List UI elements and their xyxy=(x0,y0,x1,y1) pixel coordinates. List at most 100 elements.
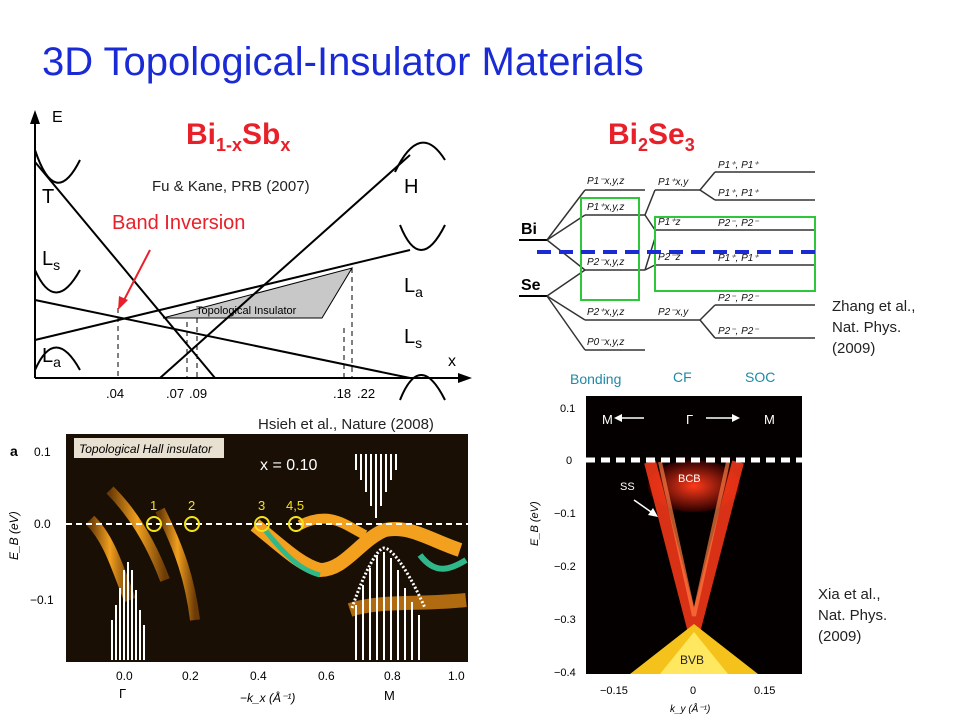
xtick-08: 0.8 xyxy=(384,669,401,683)
svg-text:P1⁺x,y,z: P1⁺x,y,z xyxy=(587,202,624,213)
ytick-b-0: 0 xyxy=(566,455,572,467)
xia-citation: Xia et al., Nat. Phys. (2009) xyxy=(818,586,888,645)
svg-text:P1⁺, P1⁺: P1⁺, P1⁺ xyxy=(718,160,759,171)
band-Ls xyxy=(34,299,411,379)
arpes-bisb-figure: a 1 2 3 4,5 Topological Hall insul xyxy=(7,434,468,705)
ytick-m01: −0.1 xyxy=(30,593,54,607)
gamma-point-label: Γ xyxy=(119,686,126,701)
hsieh-citation: Hsieh et al., Nature (2008) xyxy=(258,416,434,433)
svg-text:P2⁻z: P2⁻z xyxy=(658,252,681,263)
m-bottom-edc-stack xyxy=(355,552,420,660)
curve-right-top xyxy=(394,141,446,173)
arpes-bise-figure: M Γ M BCB SS BVB 0.1 0 −0.1 −0.2 −0.3 −0… xyxy=(529,396,802,715)
label-La: La xyxy=(42,345,61,370)
xtick-06: 0.6 xyxy=(318,669,335,683)
peak-2-marker xyxy=(184,516,200,532)
label-Ls-right: Ls xyxy=(404,326,422,351)
curve-left-la xyxy=(34,346,81,371)
peak-3-marker xyxy=(254,516,270,532)
peak-1-marker xyxy=(146,516,162,532)
peak-3-label: 3 xyxy=(258,498,265,513)
axis-x-label: x xyxy=(448,353,456,370)
xlabel-b: k_y (Å⁻¹) xyxy=(670,702,710,715)
bise-level-diagram: Bi Se P1⁻x,y,z P1⁺x,y,z P2⁻x,y,z P2⁺x,y,… xyxy=(519,160,820,387)
bisb-citation: Fu & Kane, PRB (2007) xyxy=(152,178,310,195)
band-main xyxy=(250,519,463,578)
bi-label: Bi xyxy=(521,221,537,238)
ytick-b-01: 0.1 xyxy=(560,403,575,415)
svg-text:P1⁺, P1⁺: P1⁺, P1⁺ xyxy=(718,188,759,199)
band-T xyxy=(34,161,216,379)
ytick-b-m04: −0.4 xyxy=(554,667,576,679)
bisb-band-diagram: E x Topological Insulator .04 .07 .09 .1… xyxy=(30,109,472,401)
label-H: H xyxy=(404,176,418,198)
x-axis-arrow xyxy=(458,373,472,383)
xtick-10: 1.0 xyxy=(448,669,465,683)
xtick-00: 0.0 xyxy=(116,669,133,683)
label-Ls: Ls xyxy=(42,248,60,273)
soc-label: SOC xyxy=(745,369,775,385)
region-label: Topological Insulator xyxy=(196,305,297,317)
xtick-b-015: 0.15 xyxy=(754,685,775,697)
svg-text:P2⁺x,y,z: P2⁺x,y,z xyxy=(587,307,624,318)
m-right-label: M xyxy=(764,412,775,427)
band-inversion-arrow xyxy=(122,249,151,303)
band-H xyxy=(159,154,411,379)
zhang-citation: Zhang et al., Nat. Phys. (2009) xyxy=(832,298,916,357)
label-T: T xyxy=(42,186,54,208)
tick-07: .07 xyxy=(166,386,184,401)
svg-text:P2⁻, P2⁻: P2⁻, P2⁻ xyxy=(718,293,759,304)
band-1 xyxy=(85,515,136,603)
gamma-label: Γ xyxy=(686,412,693,427)
svg-text:P1⁻x,y,z: P1⁻x,y,z xyxy=(587,176,624,187)
peak-1-label: 1 xyxy=(150,498,157,513)
curve-right-ls xyxy=(399,374,446,401)
svg-text:P2⁻, P2⁻: P2⁻, P2⁻ xyxy=(718,218,759,229)
peak-2-label: 2 xyxy=(188,498,195,513)
ss-label: SS xyxy=(620,481,635,493)
peak-45-label: 4,5 xyxy=(286,498,304,513)
svg-text:P2⁻, P2⁻: P2⁻, P2⁻ xyxy=(718,326,759,337)
curve-left-ls xyxy=(34,269,81,294)
bonding-label: Bonding xyxy=(570,371,621,387)
svg-text:P1⁺z: P1⁺z xyxy=(658,217,681,228)
x-composition-label: x = 0.10 xyxy=(260,457,317,474)
bvb-label: BVB xyxy=(680,653,704,667)
svg-text:P1⁺, P1⁺: P1⁺, P1⁺ xyxy=(718,253,759,264)
se-label: Se xyxy=(521,277,541,294)
ytick-b-m01: −0.1 xyxy=(554,508,576,520)
tick-22: .22 xyxy=(357,386,375,401)
label-La-right: La xyxy=(404,275,423,300)
bcb-region xyxy=(648,460,740,512)
band-inversion-label: Band Inversion xyxy=(112,212,246,234)
page-title: 3D Topological-Insulator Materials xyxy=(42,40,644,84)
curve-right-la xyxy=(399,224,446,251)
ytick-00: 0.0 xyxy=(34,517,51,531)
panel-title: Topological Hall insulator xyxy=(79,442,213,456)
peak-45-marker xyxy=(288,516,304,532)
ytick-b-m03: −0.3 xyxy=(554,614,576,626)
xtick-b-m015: −0.15 xyxy=(600,685,628,697)
gamma-edc-stack xyxy=(111,562,145,660)
ytick-01: 0.1 xyxy=(34,445,51,459)
ytick-b-m02: −0.2 xyxy=(554,561,576,573)
ylabel: E_B (eV) xyxy=(7,511,21,560)
svg-text:P1⁺x,y: P1⁺x,y xyxy=(658,177,689,188)
band-La xyxy=(34,249,411,341)
cf-label: CF xyxy=(673,369,692,385)
bisb-formula: Bi1-xSbx xyxy=(186,118,291,155)
curve-left-top xyxy=(34,149,81,184)
axis-e-label: E xyxy=(52,109,63,126)
xlabel: −k_x (Å⁻¹) xyxy=(240,690,295,705)
tick-09: .09 xyxy=(189,386,207,401)
m-top-edc-stack xyxy=(355,454,397,518)
svg-text:P2⁻x,y,z: P2⁻x,y,z xyxy=(587,257,624,268)
panel-letter: a xyxy=(10,443,18,459)
bonding-box xyxy=(580,197,640,301)
xtick-04: 0.4 xyxy=(250,669,267,683)
m-left-label: M xyxy=(602,412,613,427)
ylabel-b: E_B (eV) xyxy=(529,501,541,546)
tick-04: .04 xyxy=(106,386,124,401)
tick-18: .18 xyxy=(333,386,351,401)
panel-title-box xyxy=(74,438,224,458)
